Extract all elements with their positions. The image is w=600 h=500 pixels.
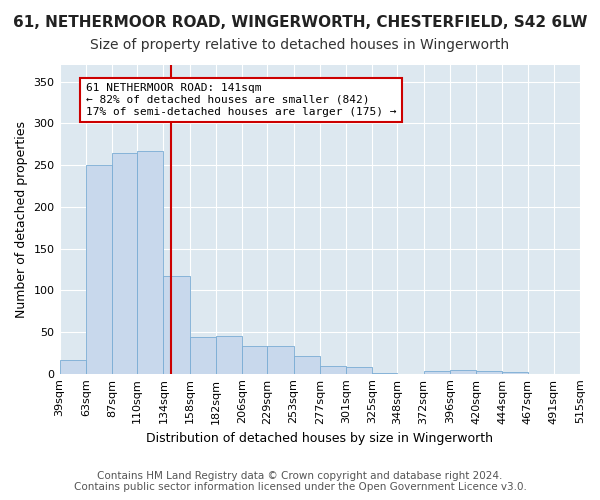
Text: 61 NETHERMOOR ROAD: 141sqm
← 82% of detached houses are smaller (842)
17% of sem: 61 NETHERMOOR ROAD: 141sqm ← 82% of deta… <box>86 84 396 116</box>
Y-axis label: Number of detached properties: Number of detached properties <box>15 121 28 318</box>
Bar <box>190 337 216 374</box>
Bar <box>163 276 190 374</box>
Bar <box>86 165 112 374</box>
Bar <box>137 151 163 374</box>
Bar <box>476 371 502 374</box>
Bar <box>112 152 137 374</box>
Bar <box>450 370 476 374</box>
Bar <box>59 360 86 374</box>
Bar <box>216 336 242 374</box>
Bar <box>346 367 372 374</box>
Bar <box>242 346 267 374</box>
Bar <box>424 371 450 374</box>
Bar <box>502 372 527 374</box>
Text: Size of property relative to detached houses in Wingerworth: Size of property relative to detached ho… <box>91 38 509 52</box>
Text: Contains HM Land Registry data © Crown copyright and database right 2024.
Contai: Contains HM Land Registry data © Crown c… <box>74 471 526 492</box>
Bar <box>267 346 293 374</box>
Bar <box>372 373 397 374</box>
Text: 61, NETHERMOOR ROAD, WINGERWORTH, CHESTERFIELD, S42 6LW: 61, NETHERMOOR ROAD, WINGERWORTH, CHESTE… <box>13 15 587 30</box>
X-axis label: Distribution of detached houses by size in Wingerworth: Distribution of detached houses by size … <box>146 432 493 445</box>
Bar <box>320 366 346 374</box>
Bar <box>293 356 320 374</box>
